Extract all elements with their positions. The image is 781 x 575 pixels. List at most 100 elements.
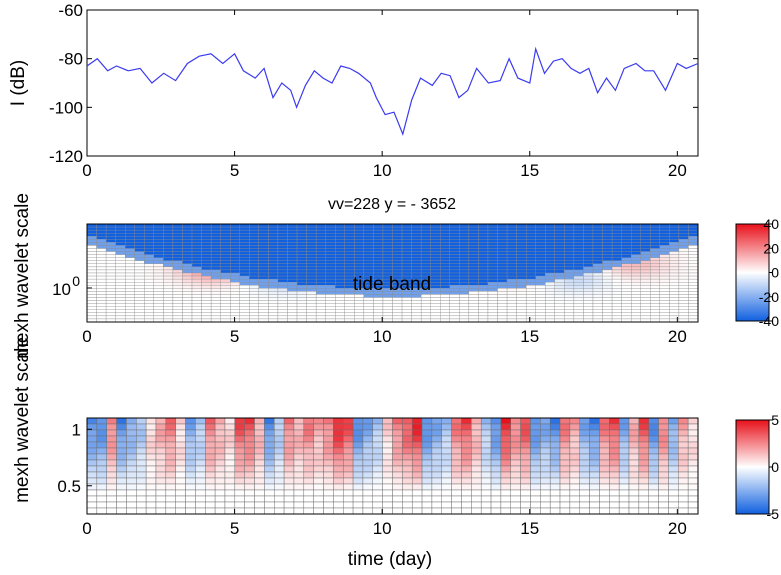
wavelet-cell: [335, 309, 345, 313]
tide-cell: [658, 423, 669, 431]
tide-cell: [116, 429, 127, 437]
tide-cell: [559, 447, 571, 455]
wavelet-cell: [468, 229, 479, 234]
tide-cell: [589, 471, 600, 479]
wavelet-cell: [602, 275, 613, 280]
tide-cell: [293, 495, 305, 503]
tide-cell: [441, 501, 452, 509]
wavelet-cell: [125, 263, 135, 268]
tide-cell: [254, 483, 265, 491]
wavelet-cell: [468, 306, 479, 310]
wavelet-cell: [144, 309, 155, 313]
wavelet-cell: [583, 257, 594, 261]
wavelet-cell: [611, 263, 622, 268]
wavelet-cell: [153, 233, 164, 237]
wavelet-cell: [440, 315, 450, 320]
wavelet-cell: [258, 294, 269, 298]
wavelet-cell: [630, 245, 641, 249]
wavelet-cell: [163, 278, 174, 283]
wavelet-cell: [449, 233, 460, 237]
wavelet-cell: [478, 226, 489, 231]
wavelet-cell: [105, 272, 116, 277]
wavelet-cell: [545, 288, 555, 292]
wavelet-cell: [401, 297, 412, 301]
wavelet-cell: [163, 260, 174, 264]
wavelet-cell: [659, 288, 670, 292]
wavelet-cell: [210, 260, 221, 264]
wavelet-cell: [335, 236, 345, 240]
tide-cell: [214, 489, 226, 497]
wavelet-cell: [630, 226, 641, 231]
tide-cell: [254, 441, 265, 449]
wavelet-cell: [611, 315, 622, 320]
tide-cell: [352, 495, 364, 503]
tide-cell: [411, 429, 423, 437]
wavelet-cell: [201, 312, 212, 317]
wavelet-cell: [621, 285, 632, 289]
wavelet-cell: [535, 254, 546, 258]
wavelet-cell: [545, 306, 555, 310]
wavelet-cell: [258, 263, 269, 268]
wavelet-cell: [268, 272, 279, 277]
wavelet-cell: [592, 257, 603, 261]
wavelet-cell: [478, 272, 489, 277]
wavelet-cell: [182, 309, 193, 313]
wavelet-cell: [487, 245, 498, 249]
tide-cell: [441, 477, 452, 485]
wavelet-cell: [182, 288, 193, 292]
wavelet-cell: [296, 288, 307, 292]
wavelet-cell: [678, 272, 689, 277]
tide-cell: [510, 489, 521, 497]
wavelet-cell: [115, 297, 126, 301]
wavelet-cell: [392, 251, 403, 255]
tide-cell: [687, 447, 699, 455]
tide-cell: [549, 417, 561, 425]
tide-cell: [618, 483, 630, 491]
wavelet-cell: [96, 275, 107, 280]
wavelet-cell: [210, 312, 221, 317]
tide-cell: [155, 471, 167, 479]
tide-cell: [441, 483, 452, 491]
wavelet-cell: [201, 285, 212, 289]
wavelet-cell: [583, 312, 594, 317]
tide-cell: [510, 465, 521, 473]
wavelet-cell: [153, 251, 164, 255]
tide-cell: [510, 423, 521, 431]
wavelet-cell: [573, 248, 584, 252]
tide-cell: [303, 417, 314, 425]
wavelet-cell: [650, 226, 660, 231]
wavelet-cell: [201, 245, 212, 249]
wavelet-cell: [592, 242, 603, 246]
wavelet-cell: [239, 233, 250, 237]
tide-cell: [195, 495, 206, 503]
wavelet-cell: [163, 257, 174, 261]
wavelet-cell: [573, 297, 584, 301]
wavelet-cell: [554, 245, 565, 249]
tide-cell: [343, 507, 354, 515]
wavelet-cell: [287, 260, 298, 264]
tide-cell: [293, 459, 305, 467]
wavelet-cell: [277, 242, 288, 246]
wavelet-cell: [172, 245, 183, 249]
tide-cell: [195, 447, 206, 455]
wavelet-cell: [306, 297, 317, 301]
wavelet-cell: [201, 294, 212, 298]
tide-cell: [589, 483, 600, 491]
tide-cell: [343, 423, 354, 431]
tide-cell: [520, 441, 531, 449]
wavelet-cell: [335, 315, 345, 320]
wavelet-cell: [287, 291, 298, 295]
wavelet-cell: [602, 254, 613, 258]
tide-cell: [343, 459, 354, 467]
tide-cell: [411, 435, 423, 443]
wavelet-cell: [239, 306, 250, 310]
wavelet-cell: [172, 248, 183, 252]
tide-cell: [214, 465, 226, 473]
wavelet-cell: [201, 297, 212, 301]
wavelet-cell: [449, 288, 460, 292]
wavelet-cell: [554, 257, 565, 261]
wavelet-cell: [153, 236, 164, 240]
tide-cell: [569, 435, 580, 443]
tide-cell: [589, 489, 600, 497]
tide-cell: [372, 495, 383, 503]
